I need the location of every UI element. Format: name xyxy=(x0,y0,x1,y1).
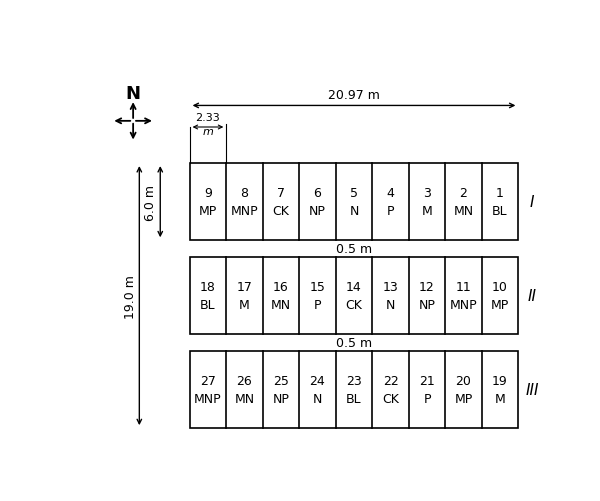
Text: 8: 8 xyxy=(241,186,248,199)
Text: 10: 10 xyxy=(492,281,508,293)
Text: m: m xyxy=(203,127,214,137)
Text: 13: 13 xyxy=(383,281,398,293)
Text: 16: 16 xyxy=(273,281,289,293)
Text: MN: MN xyxy=(271,299,291,312)
Text: MNP: MNP xyxy=(230,205,258,218)
Text: 9: 9 xyxy=(204,186,212,199)
Text: I: I xyxy=(530,195,535,210)
Text: 20.97 m: 20.97 m xyxy=(328,89,380,102)
Bar xyxy=(190,164,518,240)
Text: CK: CK xyxy=(382,392,399,405)
Text: 4: 4 xyxy=(386,186,394,199)
Text: 2.33: 2.33 xyxy=(196,113,220,123)
Text: 14: 14 xyxy=(346,281,362,293)
Bar xyxy=(190,258,518,335)
Text: 6: 6 xyxy=(314,186,322,199)
Text: 0.5 m: 0.5 m xyxy=(336,242,372,256)
Text: 27: 27 xyxy=(200,374,216,387)
Bar xyxy=(190,351,518,428)
Text: MNP: MNP xyxy=(194,392,222,405)
Text: 3: 3 xyxy=(423,186,431,199)
Text: 20: 20 xyxy=(455,374,472,387)
Text: M: M xyxy=(239,299,250,312)
Text: 7: 7 xyxy=(277,186,285,199)
Text: III: III xyxy=(526,382,539,397)
Text: 19: 19 xyxy=(492,374,508,387)
Text: MP: MP xyxy=(199,205,217,218)
Text: P: P xyxy=(314,299,321,312)
Text: MP: MP xyxy=(454,392,473,405)
Text: N: N xyxy=(125,85,140,103)
Text: 24: 24 xyxy=(310,374,325,387)
Text: 2: 2 xyxy=(460,186,467,199)
Text: NP: NP xyxy=(419,299,436,312)
Text: 1: 1 xyxy=(496,186,504,199)
Text: 11: 11 xyxy=(455,281,472,293)
Text: MNP: MNP xyxy=(450,299,478,312)
Text: BL: BL xyxy=(200,299,216,312)
Text: 17: 17 xyxy=(236,281,253,293)
Text: N: N xyxy=(386,299,395,312)
Text: 26: 26 xyxy=(236,374,253,387)
Text: 0.5 m: 0.5 m xyxy=(336,337,372,349)
Text: NP: NP xyxy=(309,205,326,218)
Text: 25: 25 xyxy=(273,374,289,387)
Text: CK: CK xyxy=(272,205,289,218)
Text: 23: 23 xyxy=(346,374,362,387)
Text: MN: MN xyxy=(235,392,254,405)
Text: 6.0 m: 6.0 m xyxy=(145,184,157,220)
Text: N: N xyxy=(349,205,359,218)
Text: 15: 15 xyxy=(310,281,325,293)
Text: II: II xyxy=(528,289,537,304)
Text: 12: 12 xyxy=(419,281,435,293)
Text: BL: BL xyxy=(346,392,362,405)
Text: P: P xyxy=(423,392,431,405)
Text: M: M xyxy=(422,205,433,218)
Text: 18: 18 xyxy=(200,281,216,293)
Text: BL: BL xyxy=(492,205,508,218)
Text: M: M xyxy=(494,392,505,405)
Text: 21: 21 xyxy=(419,374,435,387)
Text: MP: MP xyxy=(491,299,509,312)
Text: MN: MN xyxy=(454,205,473,218)
Text: P: P xyxy=(387,205,394,218)
Text: NP: NP xyxy=(272,392,289,405)
Text: 19.0 m: 19.0 m xyxy=(124,274,137,318)
Text: CK: CK xyxy=(346,299,362,312)
Text: 5: 5 xyxy=(350,186,358,199)
Text: 22: 22 xyxy=(383,374,398,387)
Text: N: N xyxy=(313,392,322,405)
